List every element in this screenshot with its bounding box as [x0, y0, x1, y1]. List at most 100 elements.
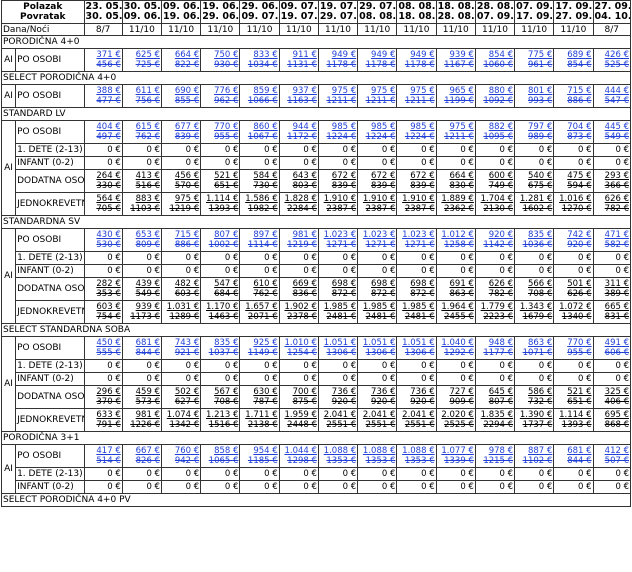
price-cell: 0 € [122, 360, 161, 373]
price-row: JEDNOKREVETNA603 €754 €939 €1173 €1.031 … [2, 301, 631, 324]
price-cell: 0 € [318, 468, 357, 481]
old-price: 1211 € [398, 96, 434, 106]
price-cell: 897 €1114 € [240, 229, 279, 252]
price-cell: 430 €530 € [84, 229, 122, 252]
current-price: 975 € [320, 86, 356, 96]
current-price: 925 € [241, 338, 277, 348]
old-price: 1114 € [241, 240, 277, 250]
old-price: 1271 € [320, 240, 356, 250]
price-cell: 0 € [515, 157, 554, 170]
current-price: 949 € [359, 50, 395, 60]
old-price: 886 € [555, 96, 591, 106]
current-price: 0 € [124, 374, 160, 384]
price-cell: 0 € [436, 144, 475, 157]
current-price: 664 € [438, 171, 474, 181]
date-column-header: 17. 09. 27. 09. [554, 1, 593, 24]
current-price: 949 € [398, 50, 434, 60]
current-price: 0 € [163, 158, 199, 168]
current-price: 0 € [555, 374, 591, 384]
room-type-title: STANDARDNA SV [2, 216, 631, 229]
price-cell: 0 € [515, 265, 554, 278]
price-cell: 0 € [358, 468, 397, 481]
current-price: 715 € [163, 230, 199, 240]
price-cell: 0 € [279, 252, 318, 265]
price-cell: 1.985 €2481 € [318, 301, 357, 324]
room-section-row: SELECT STANDARDNA SOBA [2, 324, 631, 337]
current-price: 0 € [124, 361, 160, 371]
current-price: 1.077 € [438, 446, 474, 456]
price-cell: 2.041 €2551 € [397, 409, 436, 432]
old-price: 1185 € [241, 456, 277, 466]
current-price: 0 € [163, 469, 199, 479]
old-price: 1167 € [438, 60, 474, 70]
price-cell: 0 € [122, 468, 161, 481]
current-price: 603 € [86, 302, 121, 312]
old-price: 762 € [124, 132, 160, 142]
current-price: 610 € [241, 279, 277, 289]
old-price: 1271 € [359, 240, 395, 250]
price-cell: 715 €886 € [161, 229, 200, 252]
old-price: 1219 € [163, 204, 199, 214]
current-price: 0 € [477, 145, 513, 155]
price-cell: 883 €1103 € [122, 193, 161, 216]
row-label: 1. DETE (2-13) [16, 360, 84, 373]
old-price: 507 € [595, 456, 629, 466]
current-price: 444 € [595, 86, 629, 96]
current-price: 0 € [398, 145, 434, 155]
old-price: 684 € [202, 289, 238, 299]
current-price: 0 € [359, 469, 395, 479]
price-cell: 1.051 €1306 € [358, 337, 397, 360]
old-price: 920 € [398, 397, 434, 407]
row-label: DODATNA OSOBA [16, 386, 84, 409]
price-cell: 0 € [593, 468, 630, 481]
current-price: 1.023 € [320, 230, 356, 240]
price-cell: 1.023 €1271 € [397, 229, 436, 252]
current-price: 965 € [438, 86, 474, 96]
price-cell: 1.835 €2294 € [475, 409, 514, 432]
price-cell: 413 €516 € [122, 170, 161, 193]
room-section-row: STANDARDNA SV [2, 216, 631, 229]
price-cell: 860 €1067 € [240, 121, 279, 144]
price-cell: 985 €1224 € [358, 121, 397, 144]
price-cell: 1.088 €1353 € [397, 445, 436, 468]
current-price: 482 € [163, 279, 199, 289]
old-price: 920 € [555, 240, 591, 250]
price-cell: 1.074 €1342 € [161, 409, 200, 432]
current-price: 883 € [124, 194, 160, 204]
nights-value: 11/10 [436, 24, 475, 36]
old-price: 2525 € [438, 420, 474, 430]
price-cell: 0 € [279, 144, 318, 157]
price-cell: 584 €730 € [240, 170, 279, 193]
price-cell: 920 €1142 € [475, 229, 514, 252]
current-price: 0 € [86, 266, 121, 276]
old-price: 1289 € [163, 312, 199, 322]
current-price: 775 € [516, 50, 552, 60]
room-section-row: STANDARD LV [2, 108, 631, 121]
current-price: 0 € [86, 253, 121, 263]
date-column-header: 08. 08. 18. 08. [397, 1, 436, 24]
price-cell: 975 €1211 € [397, 85, 436, 108]
current-price: 0 € [477, 374, 513, 384]
price-cell: 0 € [279, 265, 318, 278]
old-price: 1102 € [516, 456, 552, 466]
board-type: AI [2, 445, 16, 494]
price-cell: 691 €863 € [436, 278, 475, 301]
price-cell: 1.910 €2387 € [397, 193, 436, 216]
price-cell: 965 €1199 € [436, 85, 475, 108]
price-cell: 630 €787 € [240, 386, 279, 409]
old-price: 1224 € [320, 132, 356, 142]
current-price: 0 € [241, 266, 277, 276]
current-price: 0 € [555, 253, 591, 263]
old-price: 2481 € [398, 312, 434, 322]
current-price: 0 € [359, 361, 395, 371]
current-price: 0 € [320, 374, 356, 384]
price-row: AI PO OSOBI 371 €456 €625 €725 €664 €822 €… [2, 49, 631, 72]
current-price: 645 € [477, 387, 513, 397]
old-price: 1173 € [124, 312, 160, 322]
old-price: 651 € [202, 181, 238, 191]
old-price: 1131 € [281, 60, 317, 70]
price-cell: 0 € [161, 468, 200, 481]
nights-value: 11/10 [279, 24, 318, 36]
price-cell: 566 €708 € [515, 278, 554, 301]
price-cell: 645 €807 € [475, 386, 514, 409]
